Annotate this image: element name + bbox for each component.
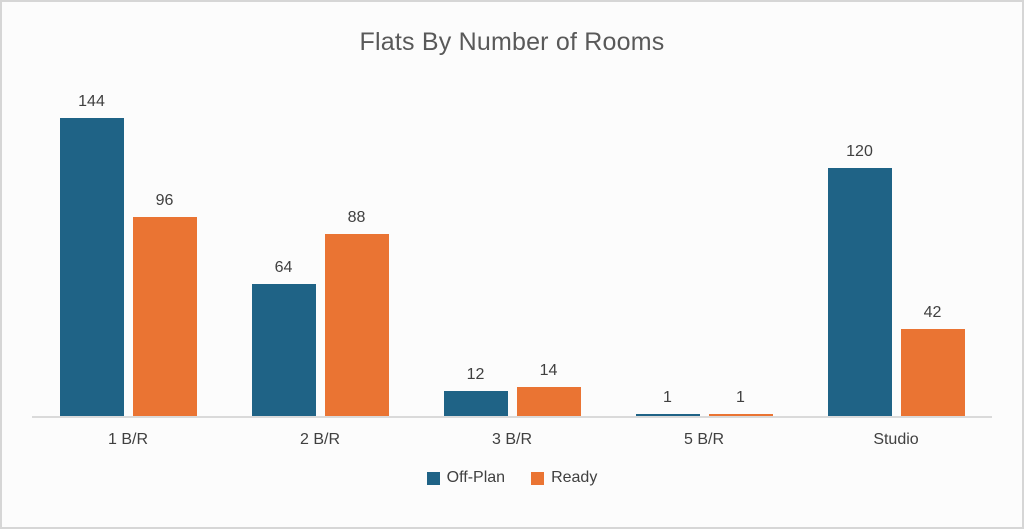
category-label-3-b-r: 3 B/R: [491, 431, 532, 448]
bar-value-label: 14: [539, 362, 558, 379]
bar-off-plan: [59, 118, 124, 416]
bar-value-label: 42: [923, 304, 942, 321]
bar-ready: [324, 234, 389, 416]
category-label-studio: Studio: [873, 431, 919, 448]
category-label-1-b-r: 1 B/R: [107, 431, 148, 448]
legend-swatch-off-plan: [426, 471, 440, 485]
bar-group-2-b-r: 64 88: [224, 68, 416, 416]
bar-ready: [132, 217, 197, 416]
chart-title: Flats By Number of Rooms: [359, 28, 665, 56]
bar-value-label: 88: [347, 209, 366, 226]
bar-wrapper-ready: 1: [708, 389, 773, 416]
bar-value-label: 1: [663, 389, 672, 406]
bar-wrapper-ready: 96: [132, 192, 197, 416]
bar-group-3-b-r: 12 14: [416, 68, 608, 416]
legend-label-ready: Ready: [551, 469, 598, 486]
bar-off-plan: [443, 391, 508, 416]
legend-item-off-plan: Off-Plan: [426, 469, 506, 487]
bar-wrapper-off-plan: 1: [635, 389, 700, 416]
bar-wrapper-ready: 14: [516, 362, 581, 416]
bar-ready: [516, 387, 581, 416]
bar-wrapper-off-plan: 144: [59, 93, 124, 416]
bar-off-plan: [635, 414, 700, 416]
bar-value-label: 64: [274, 259, 293, 276]
bar-off-plan: [251, 284, 316, 416]
bar-wrapper-off-plan: 12: [443, 366, 508, 416]
bar-wrapper-off-plan: 64: [251, 259, 316, 416]
bar-wrapper-off-plan: 120: [827, 143, 892, 416]
legend-label-off-plan: Off-Plan: [446, 469, 506, 486]
legend: Off-Plan Ready: [2, 469, 1022, 487]
legend-swatch-ready: [531, 471, 545, 485]
category-label-5-b-r: 5 B/R: [683, 431, 724, 448]
bar-ready: [708, 414, 773, 416]
bar-off-plan: [827, 168, 892, 416]
bar-value-label: 12: [466, 366, 485, 383]
bar-wrapper-ready: 42: [900, 304, 965, 416]
plot-area: 144 96 64 88 12 14 1 1 120 42: [32, 68, 992, 418]
bar-wrapper-ready: 88: [324, 209, 389, 416]
bar-value-label: 96: [155, 192, 174, 209]
bar-ready: [900, 329, 965, 416]
bar-value-label: 144: [78, 93, 105, 110]
bar-group-studio: 120 42: [800, 68, 992, 416]
category-label-2-b-r: 2 B/R: [299, 431, 340, 448]
legend-item-ready: Ready: [531, 469, 597, 487]
bar-group-1-b-r: 144 96: [32, 68, 224, 416]
bar-value-label: 1: [736, 389, 745, 406]
bar-value-label: 120: [846, 143, 873, 160]
category-axis: 1 B/R 2 B/R 3 B/R 5 B/R Studio: [32, 418, 992, 449]
